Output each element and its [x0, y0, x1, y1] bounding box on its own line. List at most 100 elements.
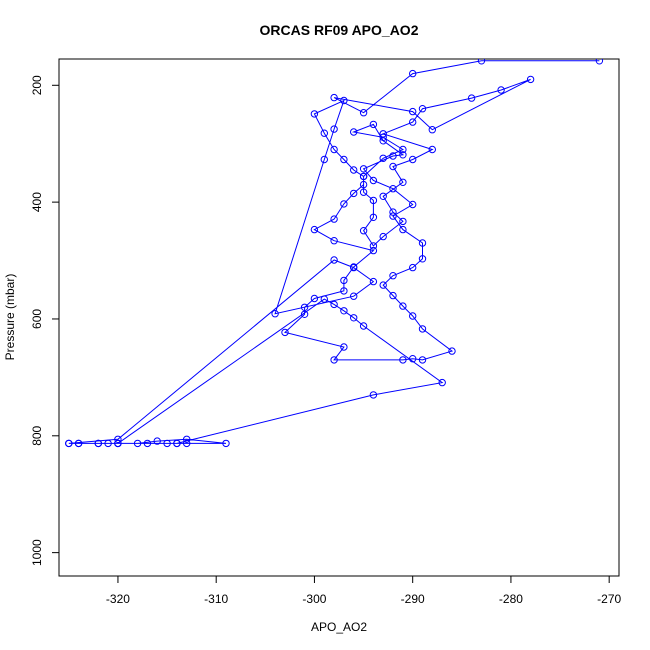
data-point	[418, 325, 427, 333]
data-point	[350, 189, 358, 198]
data-point	[399, 225, 407, 234]
data-point	[74, 439, 83, 448]
data-point	[310, 225, 319, 234]
x-tick-label: -290	[401, 592, 425, 606]
data-point	[389, 152, 397, 160]
data-point	[340, 276, 348, 285]
data-point	[409, 155, 417, 164]
data-point	[330, 256, 338, 264]
plot-frame	[58, 58, 620, 577]
data-point	[399, 151, 407, 159]
data-point	[467, 94, 476, 102]
x-tick-label: -280	[499, 592, 523, 606]
data-point	[330, 215, 338, 223]
data-point	[428, 126, 436, 134]
data-point	[428, 145, 436, 154]
data-point	[369, 213, 378, 222]
data-point	[379, 137, 387, 145]
data-point	[359, 180, 368, 189]
data-point	[173, 439, 181, 448]
data-point	[359, 227, 368, 235]
data-point	[350, 292, 358, 300]
data-point	[183, 439, 191, 448]
data-point	[330, 356, 338, 364]
x-tick-label: -300	[302, 592, 326, 606]
data-point	[359, 109, 368, 117]
data-point	[418, 239, 427, 247]
data-point	[497, 86, 505, 94]
data-point	[330, 145, 338, 154]
data-point	[359, 188, 368, 196]
series-line	[68, 60, 600, 444]
data-point	[330, 237, 338, 245]
data-point	[379, 133, 387, 142]
data-point	[340, 200, 348, 208]
data-point	[310, 110, 319, 118]
data-point	[409, 263, 417, 272]
data-point	[399, 178, 407, 187]
x-axis: -320 -310 -300 -290 -280 -270	[106, 575, 622, 606]
data-point	[438, 378, 446, 387]
data-point	[409, 118, 417, 126]
data-point	[94, 439, 103, 448]
data-point	[418, 105, 427, 113]
data-point	[359, 322, 368, 330]
data-point	[389, 272, 397, 280]
data-point	[379, 192, 387, 201]
data-point	[320, 155, 328, 164]
data-point	[409, 200, 417, 209]
data-point	[350, 314, 358, 322]
data-point	[281, 328, 289, 337]
y-tick-label: 200	[30, 75, 44, 95]
data-point	[369, 120, 378, 129]
data-point	[409, 107, 417, 116]
data-point	[350, 128, 358, 136]
y-axis: 200 400 600 800 1000	[30, 75, 60, 566]
y-tick-label: 800	[30, 425, 44, 445]
data-point	[418, 356, 427, 364]
data-point	[300, 303, 309, 311]
data-point	[340, 307, 348, 315]
data-point	[330, 125, 338, 133]
data-point	[389, 291, 397, 300]
data-point	[389, 212, 397, 220]
data-point	[369, 391, 378, 399]
data-point	[65, 439, 73, 448]
data-point	[389, 208, 397, 216]
data-point	[320, 295, 328, 303]
data-point	[320, 129, 328, 137]
data-point	[389, 162, 397, 171]
data-point	[379, 232, 387, 241]
x-tick-label: -310	[204, 592, 228, 606]
data-point	[369, 242, 378, 250]
data-point	[399, 217, 407, 226]
chart-title: ORCAS RF09 APO_AO2	[260, 22, 419, 38]
data-point	[409, 312, 417, 320]
data-point	[399, 356, 407, 364]
data-point	[595, 59, 604, 65]
data-point	[369, 176, 378, 185]
data-point	[409, 355, 417, 363]
data-point	[389, 185, 397, 193]
data-point	[409, 69, 417, 78]
data-point	[477, 59, 486, 65]
data-point	[330, 300, 338, 309]
data-point	[340, 343, 348, 351]
data-point	[163, 439, 171, 448]
data-point	[222, 439, 230, 448]
data-point	[340, 287, 348, 295]
data-point	[310, 294, 319, 303]
data-point	[340, 96, 348, 105]
data-point	[379, 130, 387, 138]
data-point	[350, 263, 358, 272]
data-point	[143, 439, 152, 448]
y-tick-label: 1000	[30, 539, 44, 566]
data-point	[379, 281, 387, 289]
y-tick-label: 400	[30, 192, 44, 212]
data-point	[114, 435, 122, 443]
data-point	[104, 439, 112, 448]
data-point	[330, 93, 338, 102]
data-point	[350, 166, 358, 174]
plot-area	[65, 59, 604, 448]
y-tick-label: 600	[30, 309, 44, 329]
